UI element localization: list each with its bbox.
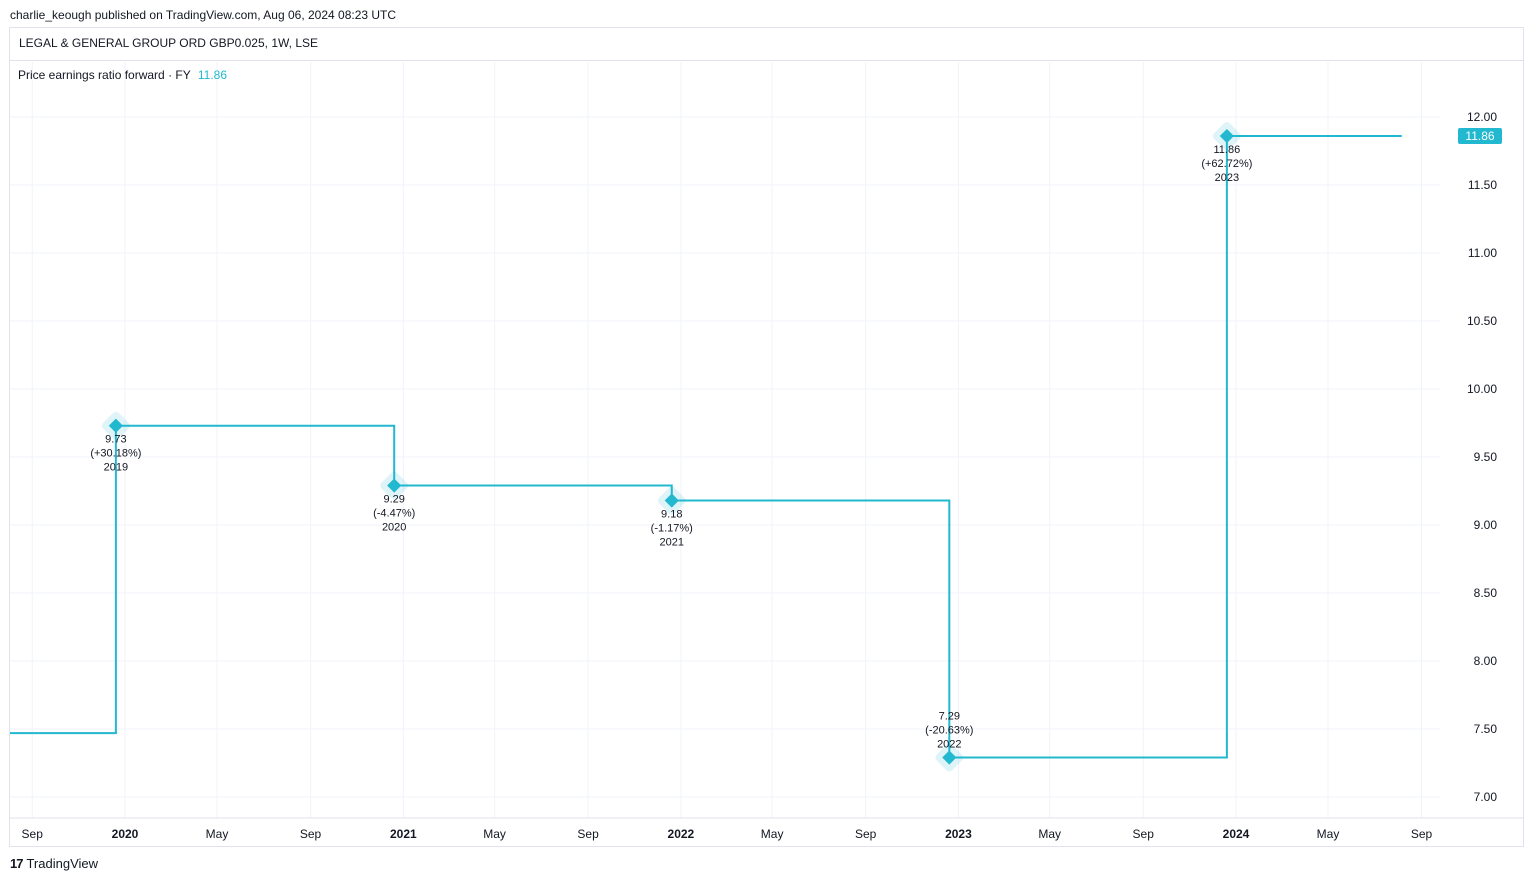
data-point-marker <box>1219 128 1234 144</box>
tradingview-logo-icon: 17 <box>10 856 24 871</box>
tradingview-brand: TradingView <box>26 856 99 871</box>
x-tick-label: 2020 <box>112 827 139 841</box>
x-axis: Sep 2020 May Sep 2021 May Sep 2022 May Sep 2023 May… <box>22 827 1433 841</box>
x-tick-label: May <box>206 827 229 841</box>
data-label-value: 9.73 <box>105 434 126 446</box>
last-value-badge <box>1458 128 1502 145</box>
data-label-year: 2020 <box>382 522 406 534</box>
x-tick-label: Sep <box>22 827 44 841</box>
x-tick-label: May <box>1317 827 1340 841</box>
data-label-value: 7.29 <box>939 711 960 723</box>
x-tick-label: 2024 <box>1223 827 1250 841</box>
data-point-marker <box>387 478 402 493</box>
x-tick-label: Sep <box>300 827 322 841</box>
data-label-year: 2022 <box>937 739 961 751</box>
data-label-value: 9.29 <box>383 494 404 506</box>
x-tick-label: Sep <box>1133 827 1155 841</box>
x-tick-label: 2022 <box>668 827 695 841</box>
data-point-marker <box>664 493 679 508</box>
data-label-change: (-1.17%) <box>651 523 693 535</box>
legend-label: Price earnings ratio forward · FY <box>18 68 191 82</box>
data-label-change: (-20.63%) <box>925 725 973 737</box>
publish-info: charlie_keough published on TradingView.… <box>10 8 397 22</box>
legend-value: 11.86 <box>197 68 227 82</box>
y-tick-label: 11.00 <box>1468 246 1497 260</box>
data-label-value: 11.86 <box>1214 144 1241 156</box>
y-tick-label: 8.50 <box>1474 586 1498 600</box>
x-tick-label: Sep <box>855 827 877 841</box>
y-tick-label: 8.00 <box>1474 654 1498 668</box>
footer-brand[interactable]: 17 TradingView <box>10 856 98 871</box>
legend: Price earnings ratio forward · FY 11.86 <box>18 68 227 82</box>
data-label-year: 2019 <box>104 462 128 474</box>
y-tick-label: 9.50 <box>1474 450 1498 464</box>
chart-grid <box>10 62 1524 819</box>
series-layer <box>10 122 1402 772</box>
last-value-label: 11.86 <box>1465 129 1494 143</box>
x-tick-label: 2021 <box>390 827 417 841</box>
y-tick-label: 10.00 <box>1467 382 1497 396</box>
data-label-year: 2023 <box>1215 172 1239 184</box>
symbol-bar: LEGAL & GENERAL GROUP ORD GBP0.025, 1W, … <box>10 28 1523 61</box>
point-labels: 9.73 (+30.18%) 2019 9.29 (-4.47%) 2020 9.18 (-1… <box>90 144 1252 751</box>
y-tick-label: 11.50 <box>1468 178 1497 192</box>
y-tick-label: 9.00 <box>1474 518 1498 532</box>
x-tick-label: Sep <box>1411 827 1433 841</box>
symbol-title[interactable]: LEGAL & GENERAL GROUP ORD GBP0.025, 1W, … <box>19 36 319 50</box>
x-tick-label: May <box>1038 827 1061 841</box>
data-label-change: (-4.47%) <box>373 508 415 520</box>
chart-frame: LEGAL & GENERAL GROUP ORD GBP0.025, 1W, … <box>9 27 1524 847</box>
y-tick-label: 7.00 <box>1474 790 1498 804</box>
data-point-marker <box>942 750 957 765</box>
y-tick-label: 10.50 <box>1467 314 1497 328</box>
data-label-value: 9.18 <box>661 509 682 521</box>
data-point-marker <box>108 418 123 433</box>
y-axis: 7.00 7.50 8.00 8.50 9.00 9.50 10.00 10.50 11.00 1… <box>1458 110 1502 804</box>
y-tick-label: 7.50 <box>1474 722 1498 736</box>
x-tick-label: May <box>483 827 506 841</box>
data-label-change: (+62.72%) <box>1201 158 1252 170</box>
data-label-change: (+30.18%) <box>90 448 141 460</box>
x-tick-label: 2023 <box>945 827 972 841</box>
x-tick-label: Sep <box>577 827 599 841</box>
series-line <box>10 135 1402 759</box>
y-tick-label: 12.00 <box>1467 110 1497 124</box>
x-tick-label: May <box>761 827 784 841</box>
data-label-year: 2021 <box>660 537 684 549</box>
